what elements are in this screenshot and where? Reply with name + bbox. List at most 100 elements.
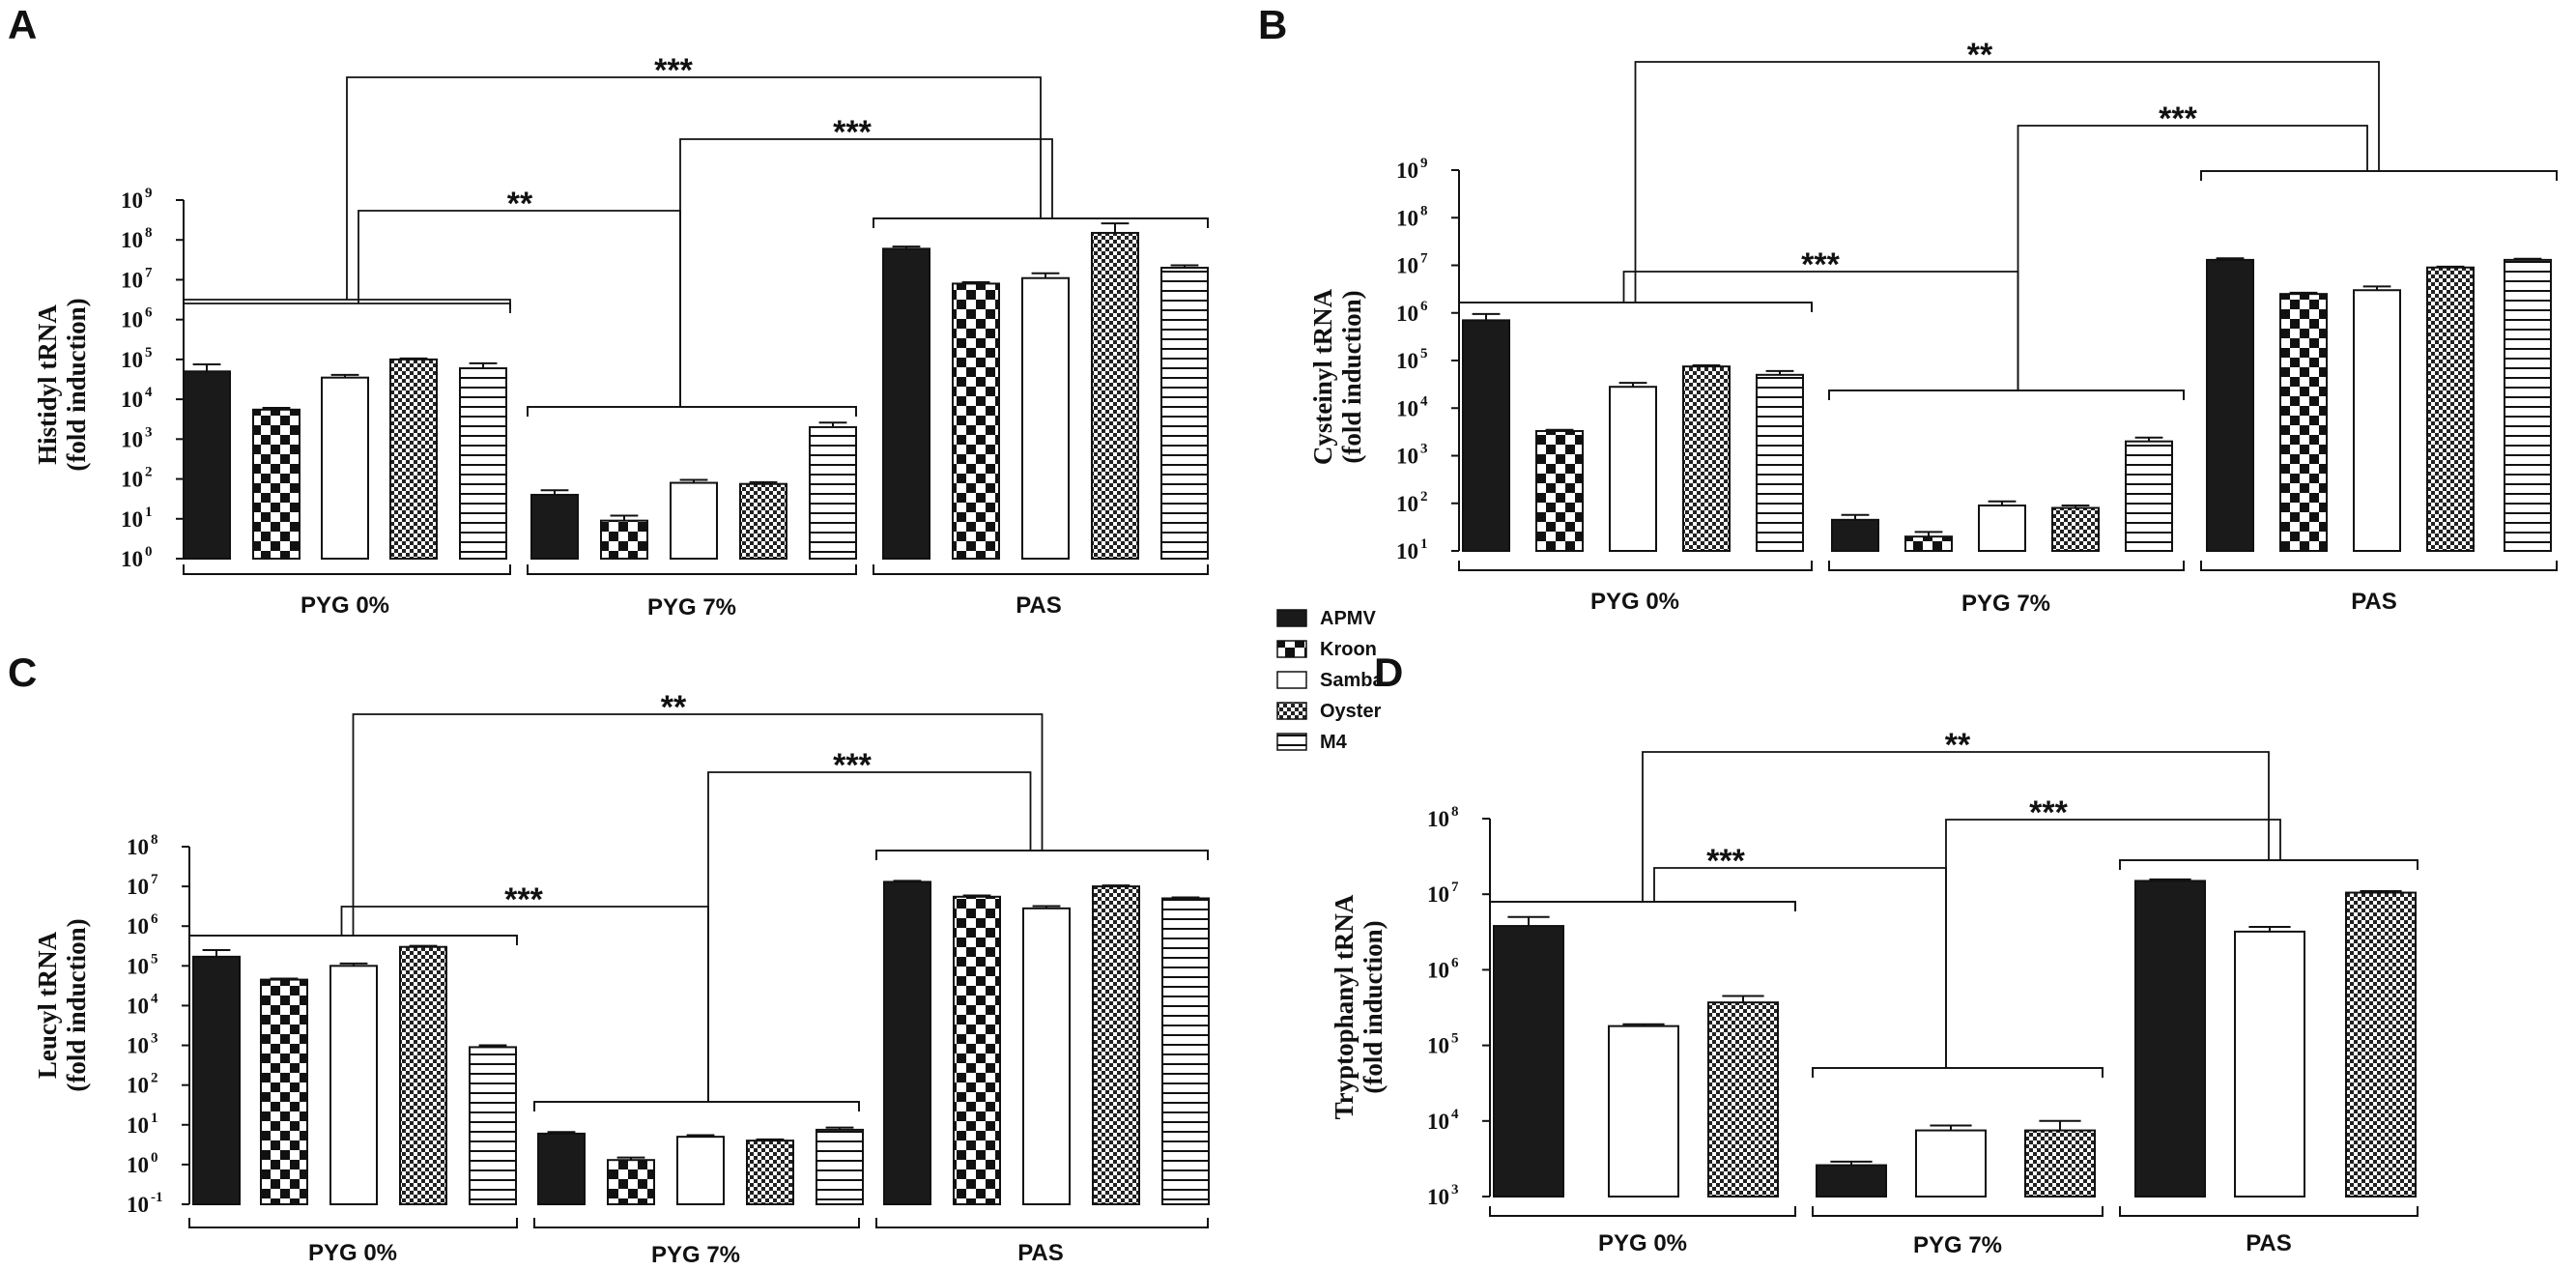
bar-kroon-2 xyxy=(2279,293,2328,552)
legend-label-samba: Samba xyxy=(1320,670,1384,691)
panel-d-significance-2: *** xyxy=(1706,843,1745,880)
y-tick-exponent: 1 xyxy=(1420,536,1428,552)
y-tick-label: 10 xyxy=(1396,349,1418,373)
y-tick-exponent: 3 xyxy=(1420,442,1428,457)
panel-b-significance-3: *** xyxy=(1801,246,1840,283)
y-tick-label: 10 xyxy=(127,875,149,899)
sig-connector-0 xyxy=(1642,751,2270,902)
group-bracket-2 xyxy=(2200,561,2558,571)
bar-m4-2 xyxy=(1160,267,1209,560)
sig-group-bracket xyxy=(533,1101,860,1111)
y-tick-label: 10 xyxy=(127,1193,149,1217)
bar-kroon-0 xyxy=(260,978,308,1205)
y-tick-label: 10 xyxy=(127,1113,149,1138)
bar-kroon-2 xyxy=(953,895,1001,1205)
legend-swatch-oyster xyxy=(1276,702,1307,720)
y-tick-label: 10 xyxy=(127,994,149,1018)
y-tick-label: 10 xyxy=(121,268,143,292)
group-bracket-1 xyxy=(1828,561,2185,571)
bar-m4-0 xyxy=(459,367,507,561)
panel-a-significance-2: ** xyxy=(507,186,533,222)
y-tick-exponent: 4 xyxy=(1420,393,1428,409)
bar-kroon-1 xyxy=(607,1159,655,1206)
bar-m4-2 xyxy=(2504,258,2552,552)
group-bracket-0 xyxy=(183,564,511,575)
bar-apmv-0 xyxy=(1493,925,1564,1198)
y-tick-label: 10 xyxy=(1396,302,1418,326)
bar-apmv-1 xyxy=(1816,1164,1887,1198)
y-tick-label: 10 xyxy=(1427,1110,1449,1134)
panel-c: Leucyl tRNA (fold induction) 10 -110 010 11… xyxy=(33,689,1210,1268)
sig-group-bracket xyxy=(188,935,518,945)
y-tick-exponent: 7 xyxy=(151,872,158,887)
legend-swatch-apmv xyxy=(1276,609,1307,627)
sig-connector-2 xyxy=(1622,271,2019,390)
group-bracket-0 xyxy=(1489,1206,1796,1217)
bar-oyster-0 xyxy=(389,358,438,560)
bar-apmv-2 xyxy=(2206,258,2254,552)
y-tick-exponent: 0 xyxy=(145,544,153,560)
y-tick-exponent: 8 xyxy=(151,832,158,848)
panel-d-significance-1: ** xyxy=(1945,727,1971,764)
y-tick-label: 10 xyxy=(121,547,143,571)
y-tick-label: 10 xyxy=(121,427,143,451)
y-tick-exponent: 4 xyxy=(151,991,158,1006)
group-bracket-0 xyxy=(1458,561,1813,571)
y-tick-label: 10 xyxy=(1396,159,1418,183)
y-tick-exponent: 4 xyxy=(1451,1107,1459,1122)
panel-a-significance-1: *** xyxy=(654,52,693,89)
panel-d: Tryptophanyl tRNA (fold induction) 10 310… xyxy=(1330,727,2419,1258)
legend-swatch-m4 xyxy=(1276,733,1307,751)
y-tick-label: 10 xyxy=(1396,206,1418,230)
bar-oyster-2 xyxy=(2426,266,2475,552)
legend: APMV Kroon Samba Oyster M4 xyxy=(1276,608,1384,753)
sig-group-bracket xyxy=(183,303,511,313)
y-tick-exponent: 3 xyxy=(1451,1182,1459,1198)
bar-kroon-0 xyxy=(252,408,301,560)
sig-group-bracket xyxy=(2119,859,2419,870)
y-tick-exponent: 2 xyxy=(145,465,153,480)
panel-c-group-label-pas: PAS xyxy=(1017,1240,1064,1266)
sig-group-bracket xyxy=(873,217,1209,228)
y-tick-exponent: 5 xyxy=(1420,346,1428,361)
y-tick-exponent: 6 xyxy=(151,911,158,927)
y-tick-exponent: 8 xyxy=(145,225,153,241)
y-tick-exponent: 0 xyxy=(151,1150,158,1166)
bar-samba-2 xyxy=(2353,289,2401,552)
panel-d-group-label-pyg0: PYG 0% xyxy=(1598,1230,1687,1256)
y-tick-exponent: 7 xyxy=(145,265,153,280)
sig-group-bracket xyxy=(527,406,857,417)
sig-group-bracket xyxy=(2200,170,2558,181)
panel-d-ylabel-line2: (fold induction) xyxy=(1359,920,1388,1093)
bar-samba-0 xyxy=(329,965,378,1205)
bar-oyster-0 xyxy=(399,945,447,1205)
y-tick-exponent: 3 xyxy=(145,424,153,440)
panel-d-significance-3: *** xyxy=(2029,794,2068,831)
bar-samba-2 xyxy=(2234,930,2305,1198)
y-tick-label: 10 xyxy=(127,1074,149,1098)
y-tick-exponent: 2 xyxy=(1420,489,1428,505)
bar-samba-1 xyxy=(1978,505,2026,552)
sig-connector-1 xyxy=(2017,125,2368,390)
bar-samba-1 xyxy=(1915,1129,1987,1198)
y-tick-exponent: 5 xyxy=(145,345,153,361)
bar-samba-1 xyxy=(670,481,718,561)
y-tick-exponent: 4 xyxy=(145,385,153,400)
bar-oyster-1 xyxy=(2051,506,2100,553)
bar-oyster-2 xyxy=(1092,885,1140,1205)
y-tick-label: 10 xyxy=(127,835,149,859)
y-tick-exponent: -1 xyxy=(151,1190,163,1205)
y-tick-label: 10 xyxy=(1396,254,1418,278)
y-tick-label: 10 xyxy=(1396,396,1418,420)
y-tick-label: 10 xyxy=(127,914,149,938)
group-bracket-2 xyxy=(2119,1206,2419,1217)
bar-m4-2 xyxy=(1161,897,1210,1206)
group-bracket-1 xyxy=(533,1218,860,1228)
sig-group-bracket xyxy=(1812,1067,2104,1078)
panel-a-ylabel-line2: (fold induction) xyxy=(62,298,91,471)
panel-letter-b: B xyxy=(1258,2,1287,47)
y-tick-label: 10 xyxy=(121,388,143,412)
sig-group-bracket xyxy=(1828,390,2185,400)
